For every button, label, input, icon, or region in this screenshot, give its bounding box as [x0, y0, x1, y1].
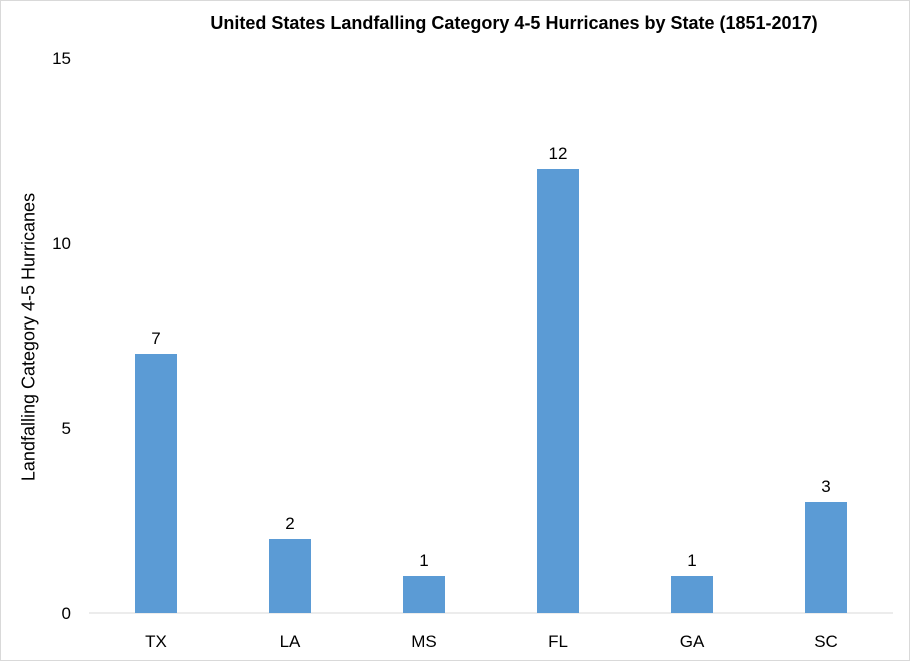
y-tick-label: 15 [52, 49, 71, 68]
chart-title: United States Landfalling Category 4-5 H… [210, 13, 818, 33]
bar-fl [537, 169, 579, 613]
data-label-tx: 7 [151, 329, 160, 348]
data-label-la: 2 [285, 514, 294, 533]
x-tick-label-fl: FL [548, 632, 568, 651]
data-label-ga: 1 [687, 551, 696, 570]
bar-sc [805, 502, 847, 613]
y-tick-label: 0 [62, 604, 71, 623]
data-label-ms: 1 [419, 551, 428, 570]
y-tick-label: 10 [52, 234, 71, 253]
y-tick-label: 5 [62, 419, 71, 438]
bar-ms [403, 576, 445, 613]
x-tick-label-la: LA [280, 632, 301, 651]
data-label-sc: 3 [821, 477, 830, 496]
bar-la [269, 539, 311, 613]
x-tick-label-tx: TX [145, 632, 167, 651]
bar-tx [135, 354, 177, 613]
x-tick-label-ms: MS [411, 632, 437, 651]
x-tick-label-sc: SC [814, 632, 838, 651]
data-label-fl: 12 [549, 144, 568, 163]
bar-ga [671, 576, 713, 613]
x-tick-label-ga: GA [680, 632, 705, 651]
